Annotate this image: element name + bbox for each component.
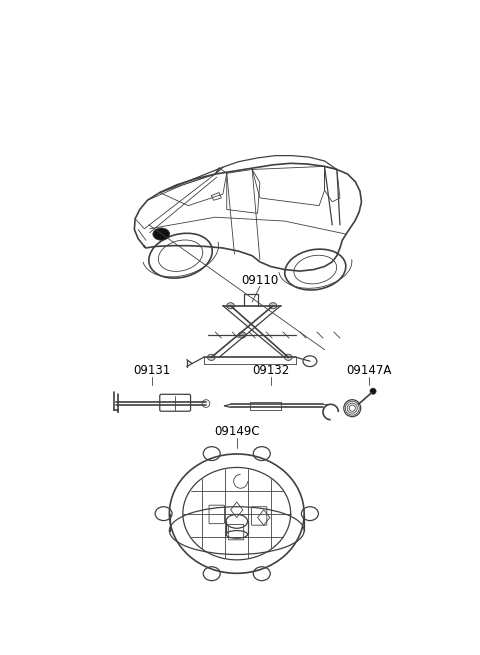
Text: 09147A: 09147A bbox=[347, 364, 392, 377]
Ellipse shape bbox=[207, 354, 215, 360]
Ellipse shape bbox=[238, 332, 246, 338]
Ellipse shape bbox=[227, 303, 234, 309]
Text: 09132: 09132 bbox=[252, 364, 289, 377]
Ellipse shape bbox=[269, 303, 277, 309]
Text: 09131: 09131 bbox=[133, 364, 171, 377]
Text: 09149C: 09149C bbox=[214, 425, 260, 438]
Ellipse shape bbox=[285, 354, 292, 360]
Text: 09110: 09110 bbox=[241, 274, 278, 286]
Ellipse shape bbox=[153, 228, 170, 240]
Ellipse shape bbox=[370, 388, 376, 394]
